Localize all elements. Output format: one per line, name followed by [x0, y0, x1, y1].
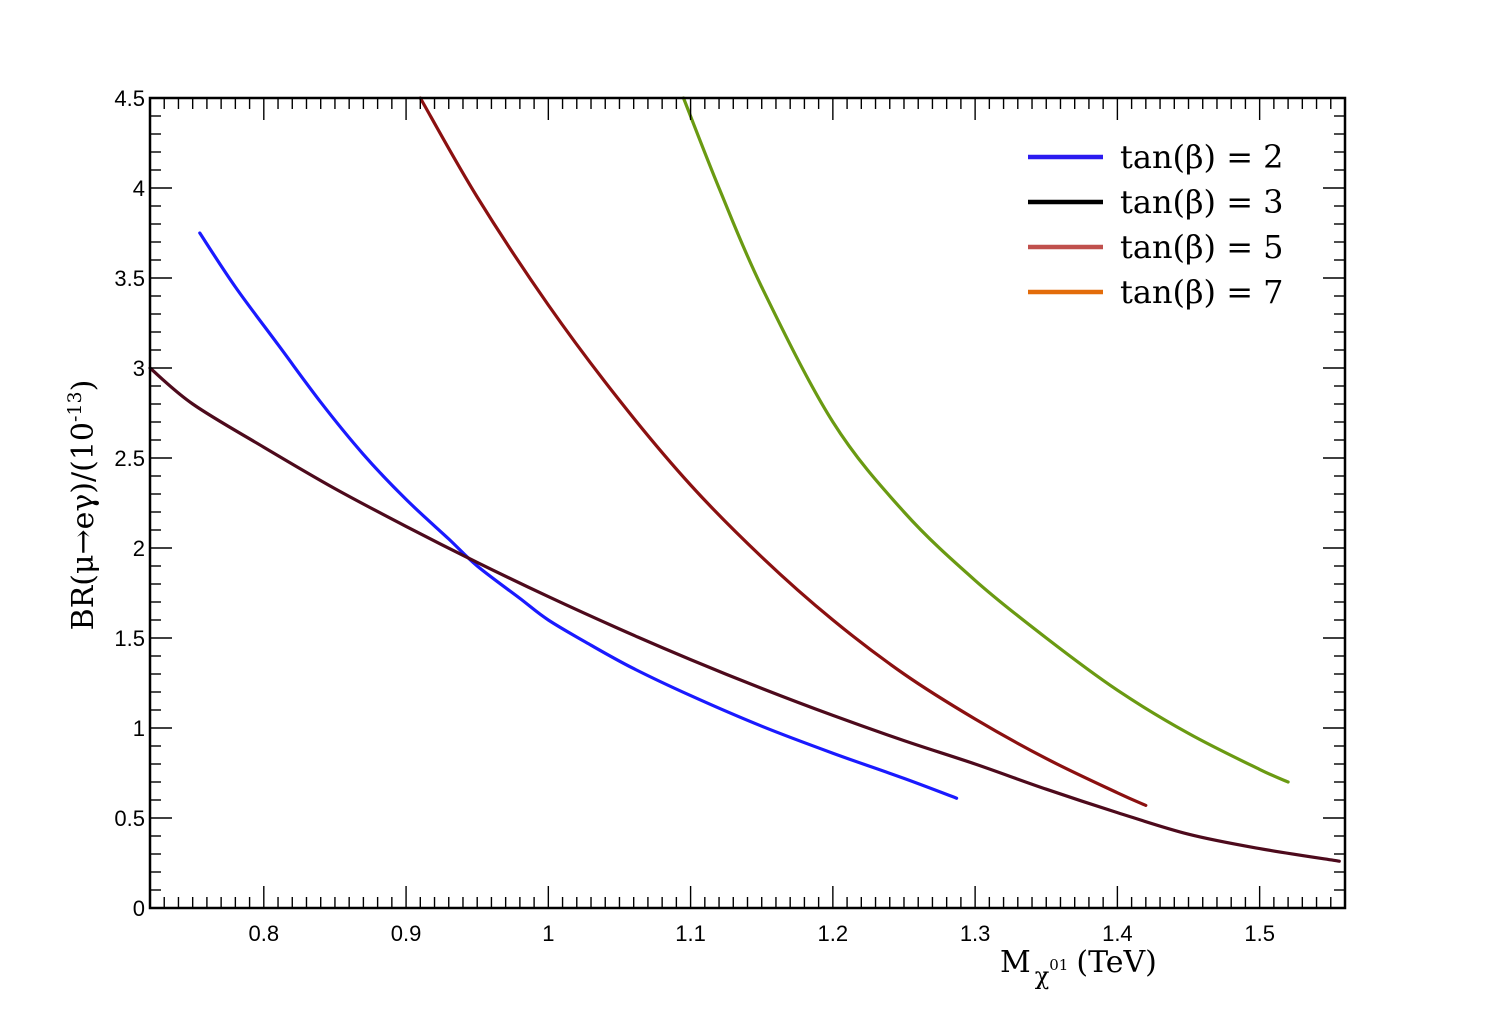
x-tick-label: 1.1 — [675, 921, 706, 946]
legend-label: tan(β) = 5 — [1120, 228, 1284, 266]
y-tick-label: 0.5 — [114, 806, 145, 831]
y-tick-label: 1.5 — [114, 626, 145, 651]
series-line-2 — [148, 366, 1341, 863]
y-tick-label: 3 — [133, 356, 145, 381]
x-axis-label-unit: (TeV) — [1076, 945, 1157, 980]
legend-label: tan(β) = 7 — [1120, 273, 1284, 311]
series-line-1 — [198, 231, 959, 800]
x-axis-label-main: M — [1000, 945, 1031, 980]
series-line-4 — [681, 96, 1290, 784]
x-axis-label-sub: χ — [1035, 962, 1050, 990]
legend-label: tan(β) = 2 — [1120, 138, 1284, 176]
series-layer — [148, 96, 1341, 863]
legend-label: tan(β) = 3 — [1120, 183, 1284, 221]
tick-layer: 0.8 0.9 1 1.1 1.2 1.3 1.4 1.5 0 0.5 1 1.5 2 2.5 3 3.5 4 4… — [114, 86, 1346, 946]
x-tick-label: 1.2 — [818, 921, 849, 946]
legend: tan(β) = 2 tan(β) = 3 tan(β) = 5 tan(β) = 7 — [1028, 138, 1284, 311]
y-tick-label: 1 — [133, 716, 145, 741]
x-tick-label: 1.4 — [1102, 921, 1133, 946]
x-tick-label: 1 — [542, 921, 554, 946]
x-tick-label: 1.5 — [1244, 921, 1275, 946]
y-axis-label: BR(μ→eγ)/(10-13) — [64, 380, 101, 631]
y-tick-label: 4 — [133, 176, 145, 201]
y-axis-label-close: ) — [66, 380, 101, 392]
y-axis-label-main: BR(μ→eγ)/(10 — [66, 422, 101, 630]
y-axis-label-sup: -13 — [64, 391, 86, 422]
series-line-3 — [418, 96, 1148, 807]
x-tick-label: 0.8 — [249, 921, 280, 946]
y-tick-label: 2.5 — [114, 446, 145, 471]
y-tick-label: 0 — [133, 896, 145, 921]
y-tick-label: 3.5 — [114, 266, 145, 291]
x-tick-label: 1.3 — [960, 921, 991, 946]
y-tick-label: 2 — [133, 536, 145, 561]
x-axis-label-sup: 01 — [1049, 956, 1068, 974]
x-tick-label: 0.9 — [391, 921, 422, 946]
y-tick-label: 4.5 — [114, 86, 145, 111]
